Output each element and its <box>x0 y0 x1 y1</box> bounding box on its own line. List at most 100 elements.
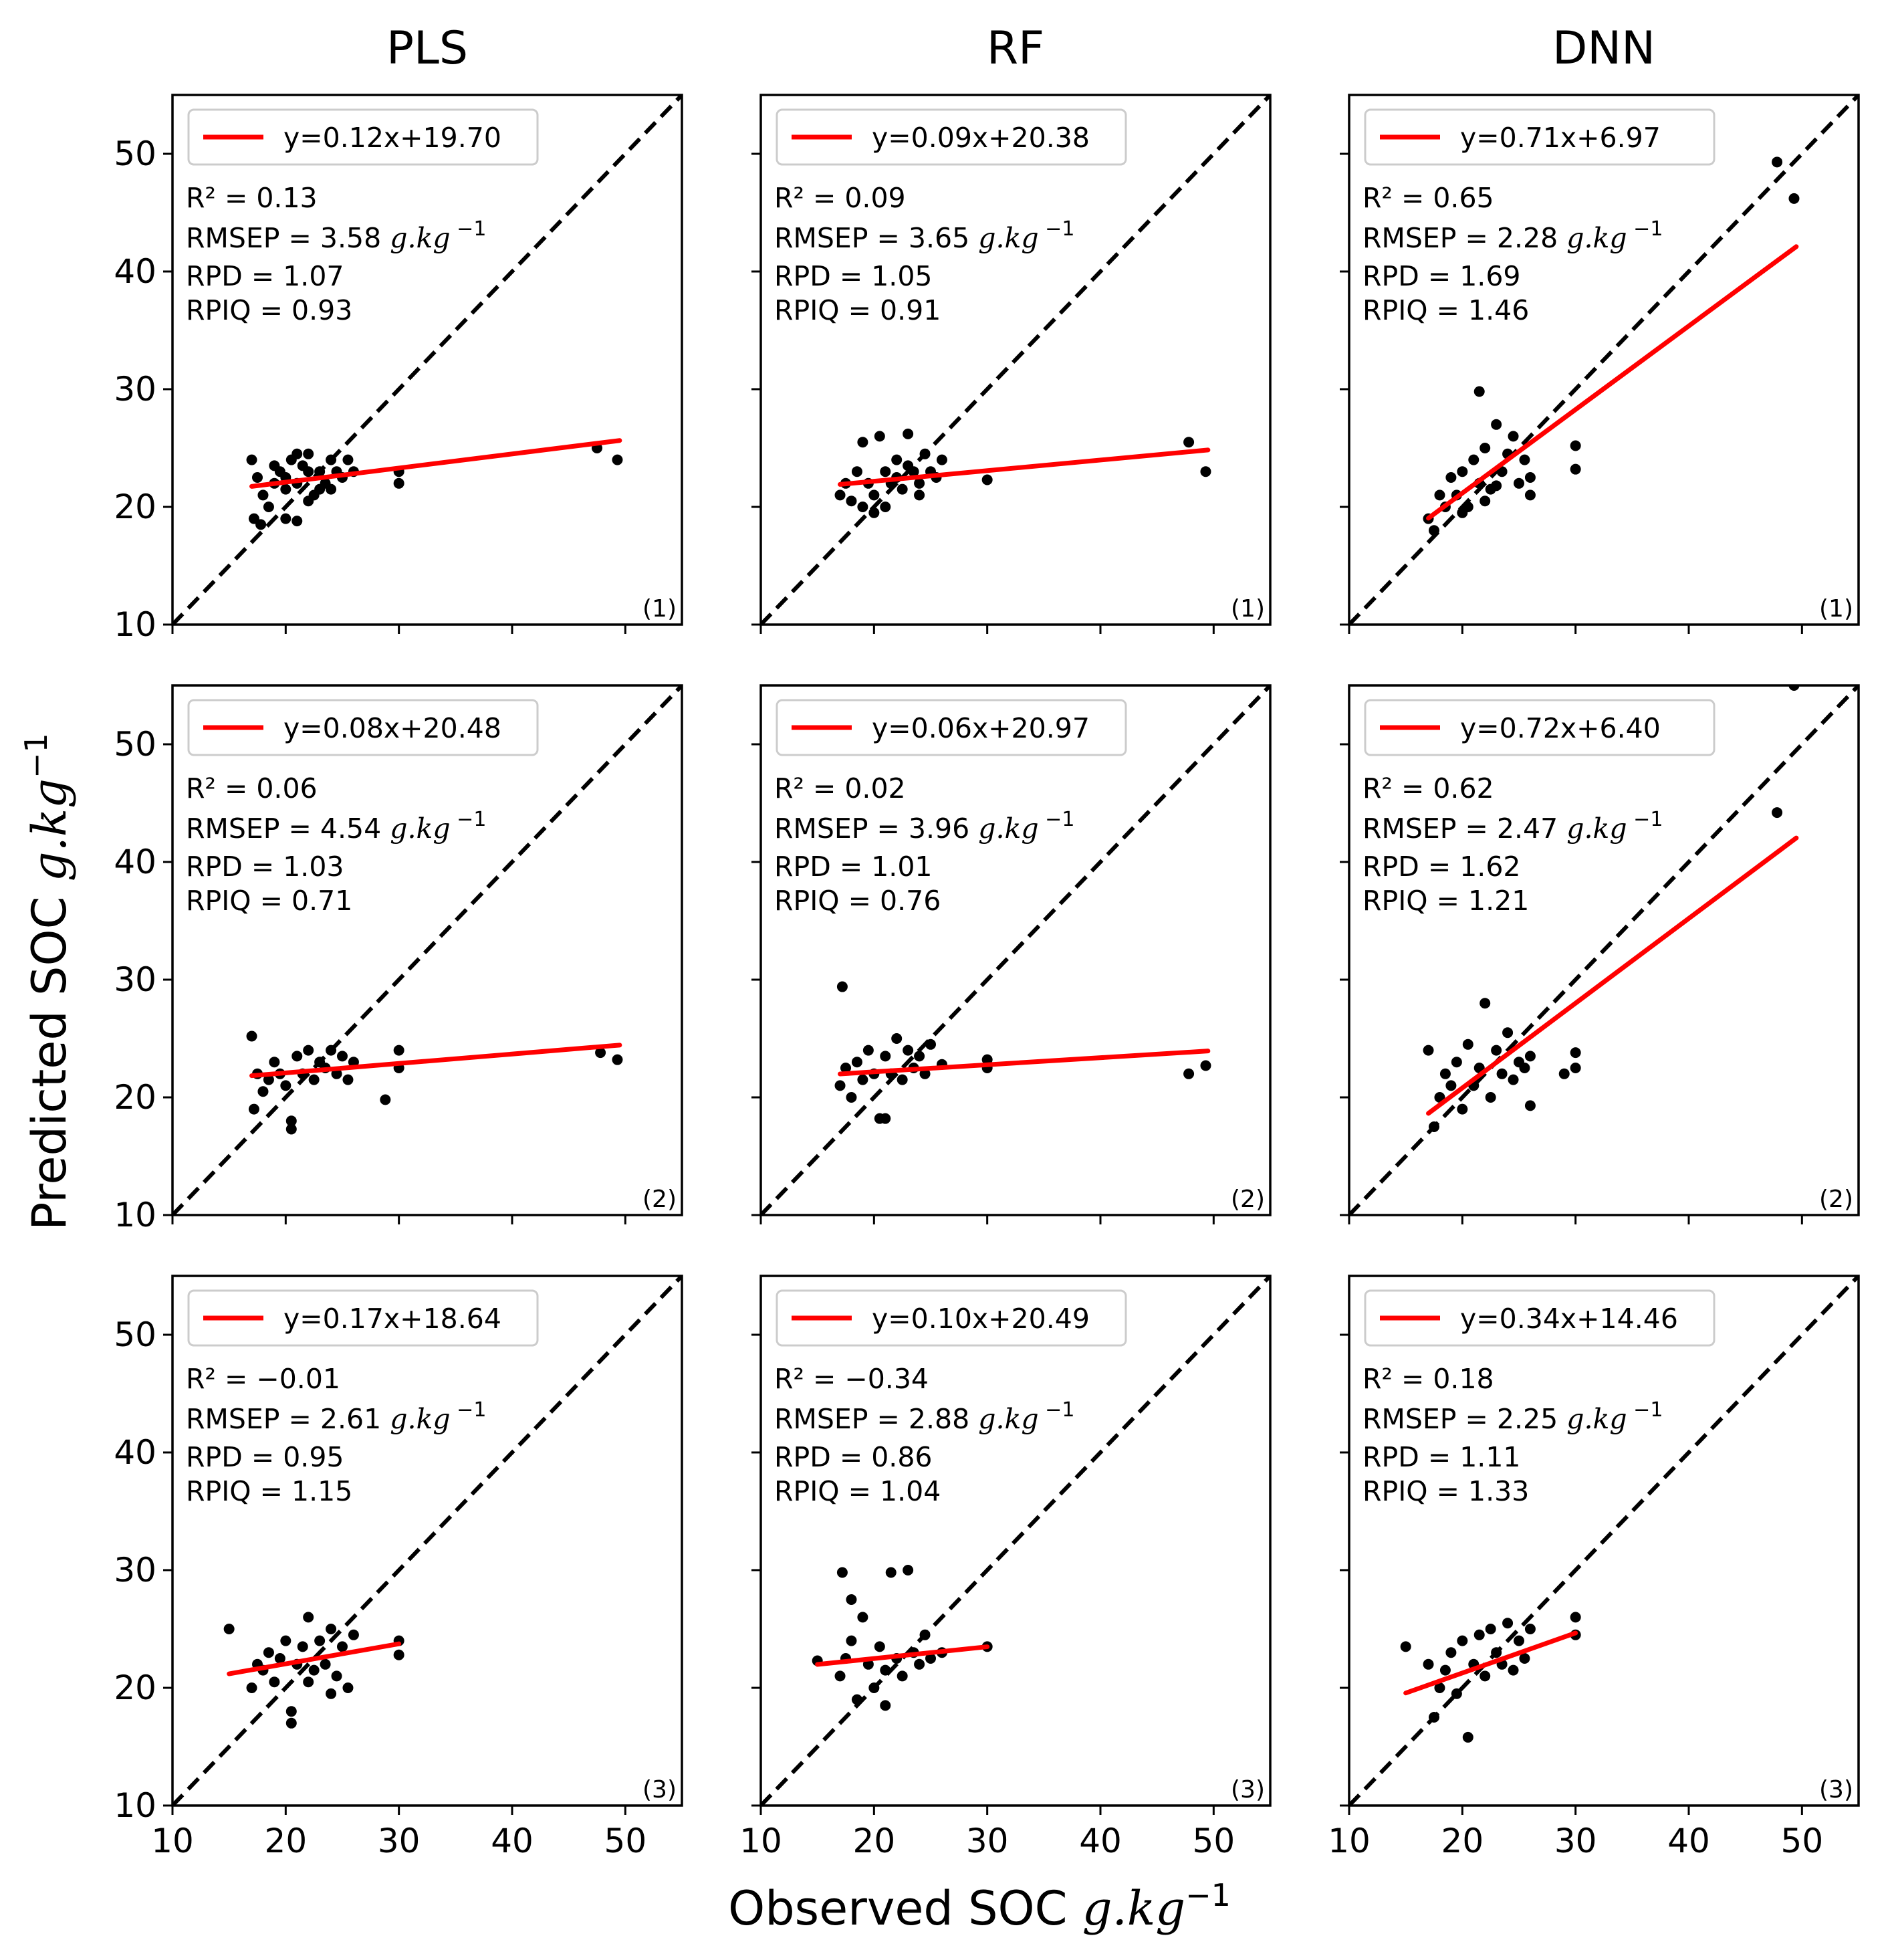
data-point <box>903 460 914 471</box>
stat-r2: R² = 0.09 <box>774 182 906 214</box>
y-tick-label: 50 <box>114 134 156 173</box>
data-point <box>914 489 925 501</box>
column-title-dnn: DNN <box>1552 22 1655 75</box>
data-point <box>595 1047 606 1059</box>
data-point <box>612 454 623 465</box>
data-point <box>291 448 303 459</box>
stat-rmsep-value: RMSEP = 2.47 <box>1363 812 1566 845</box>
data-point <box>1570 1047 1581 1059</box>
data-point <box>263 1074 274 1085</box>
legend-box <box>187 108 539 166</box>
x-tick-label: 20 <box>1441 1822 1484 1860</box>
legend-label: y=0.09x+20.38 <box>872 122 1090 154</box>
data-point <box>257 489 269 501</box>
stat-rmsep-exp: −1 <box>451 217 487 241</box>
y-tick-label: 20 <box>114 487 156 526</box>
legend-label: y=0.34x+14.46 <box>1460 1303 1678 1335</box>
fit-line <box>838 447 1211 487</box>
data-point <box>274 1653 285 1664</box>
data-point <box>891 454 903 465</box>
data-point <box>1496 1068 1508 1079</box>
data-point <box>903 1045 914 1056</box>
data-point <box>834 1670 846 1682</box>
stat-rpiq: RPIQ = 1.04 <box>774 1475 941 1507</box>
x-tick-label: 30 <box>378 1822 421 1860</box>
stat-rmsep-exp: −1 <box>451 1398 487 1422</box>
identity-line <box>172 1276 682 1806</box>
panel-tag: (1) <box>1819 595 1853 623</box>
data-point <box>248 1103 259 1115</box>
data-point <box>1423 1045 1434 1056</box>
data-point <box>263 502 274 512</box>
data-point <box>919 1629 931 1640</box>
data-point <box>291 1051 303 1062</box>
data-point <box>1491 1045 1502 1056</box>
data-point <box>314 1635 326 1646</box>
legend-label: y=0.12x+19.70 <box>283 122 501 154</box>
data-point <box>1434 1682 1445 1693</box>
data-point <box>1772 156 1783 168</box>
data-point <box>925 1039 936 1050</box>
axes-frame <box>171 684 683 1216</box>
axes-frame <box>171 94 683 626</box>
data-point <box>303 448 314 459</box>
data-point <box>255 519 267 530</box>
y-tick-label: 30 <box>114 370 156 409</box>
data-point <box>1183 1068 1195 1079</box>
data-point <box>1502 1618 1514 1629</box>
column-title-pls: PLS <box>386 22 468 75</box>
legend-box <box>187 699 539 756</box>
stat-rmsep-value: RMSEP = 3.65 <box>774 222 978 254</box>
stat-rmsep-unit: g.kg <box>1566 1403 1627 1435</box>
stat-rmsep-value: RMSEP = 3.96 <box>774 812 978 845</box>
data-point <box>342 1074 354 1085</box>
identity-line <box>172 685 682 1215</box>
stat-rmsep: RMSEP = 2.88 g.kg −1 <box>774 1398 1074 1435</box>
data-point <box>1200 1060 1211 1071</box>
data-point <box>326 454 337 465</box>
stat-rpiq: RPIQ = 1.15 <box>186 1475 352 1507</box>
x-axis-label-unit: g.kg <box>1082 1881 1185 1936</box>
data-point <box>348 1629 359 1640</box>
x-tick-label: 50 <box>1193 1822 1235 1860</box>
identity-line <box>1349 95 1859 625</box>
stat-rmsep-unit: g.kg <box>390 1403 450 1435</box>
stat-rmsep-value: RMSEP = 2.25 <box>1363 1403 1566 1435</box>
data-point <box>880 1664 891 1676</box>
data-point <box>303 1676 314 1688</box>
data-point <box>1451 1688 1462 1699</box>
data-point <box>880 1700 891 1711</box>
data-point <box>1451 1057 1462 1068</box>
data-point <box>331 1670 342 1682</box>
data-point <box>846 496 857 507</box>
data-point <box>1485 1092 1496 1103</box>
data-points <box>812 1565 993 1711</box>
x-tick-label: 30 <box>1554 1822 1597 1860</box>
data-point <box>320 1658 331 1670</box>
data-point <box>285 1706 297 1717</box>
y-axis-label: Predicted SOC g.kg−1 <box>18 733 77 1230</box>
data-point <box>342 454 354 465</box>
panel-tag: (3) <box>642 1776 677 1804</box>
stat-rmsep-value: RMSEP = 4.54 <box>186 812 390 845</box>
data-point <box>1524 472 1536 483</box>
data-point <box>380 1094 391 1105</box>
data-point <box>1788 193 1800 204</box>
legend: y=0.17x+18.64 <box>187 1289 539 1347</box>
stat-rmsep-unit: g.kg <box>978 812 1038 845</box>
legend-label: y=0.06x+20.97 <box>872 712 1090 744</box>
data-point <box>393 1649 404 1660</box>
data-point <box>1514 1635 1524 1646</box>
stat-r2: R² = 0.62 <box>1363 772 1494 804</box>
data-points <box>1423 685 1800 1132</box>
identity-line <box>761 685 1270 1215</box>
data-point <box>834 489 846 501</box>
data-point <box>1462 1039 1473 1050</box>
stat-rmsep: RMSEP = 3.65 g.kg −1 <box>774 217 1074 254</box>
data-point <box>246 454 257 465</box>
fit-line <box>249 438 622 489</box>
legend-box <box>776 1289 1127 1347</box>
data-point <box>846 1594 857 1605</box>
